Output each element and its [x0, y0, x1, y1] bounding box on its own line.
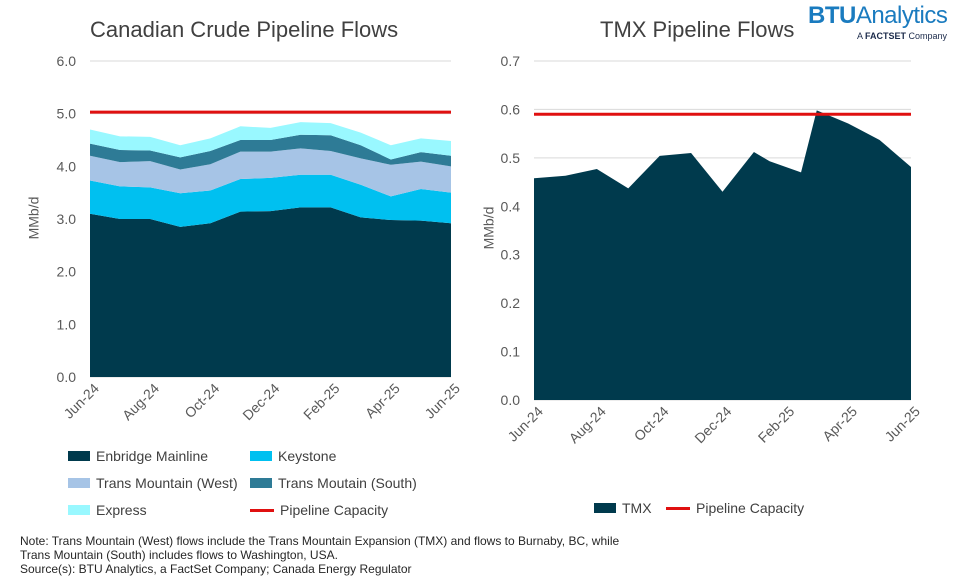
- area-series-tmx: [534, 110, 911, 400]
- right-y-tick-label: 0.2: [501, 295, 521, 311]
- right-x-tick-label: Aug-24: [566, 403, 609, 446]
- legend-item-tmx: TMX: [594, 500, 652, 516]
- legend-swatch-trans-mountain-south: [250, 478, 272, 488]
- left-y-tick-label: 3.0: [57, 211, 77, 227]
- legend-swatch-trans-mountain-west: [68, 478, 90, 488]
- area-series-enbridge-mainline: [90, 207, 451, 377]
- logo-tagline: A FACTSET Company: [857, 31, 947, 41]
- area-series-trans-moutain-south-: [90, 134, 451, 170]
- legend-label: Trans Mountain (West): [96, 475, 238, 491]
- legend-swatch-keystone: [250, 451, 272, 461]
- legend-label: TMX: [622, 500, 652, 516]
- left-y-tick-label: 5.0: [57, 106, 77, 122]
- legend-label: Trans Moutain (South): [278, 475, 417, 491]
- legend-item-pipeline-capacity-left: Pipeline Capacity: [250, 502, 388, 518]
- left-x-tick-label: Jun-24: [60, 380, 102, 422]
- left-x-tick-label: Apr-25: [362, 380, 403, 421]
- btu-analytics-logo: BTUAnalytics: [808, 2, 948, 30]
- legend-item-trans-mountain-south: Trans Moutain (South): [250, 475, 417, 491]
- legend-item-enbridge: Enbridge Mainline: [68, 448, 208, 464]
- right-y-tick-label: 0.0: [501, 392, 521, 408]
- left-y-tick-label: 4.0: [57, 158, 77, 174]
- right-x-tick-label: Dec-24: [691, 403, 734, 446]
- tagline-bold: FACTSET: [865, 31, 907, 41]
- left-y-axis-label: MMb/d: [25, 196, 42, 240]
- left-x-tick-label: Oct-24: [181, 380, 222, 421]
- tagline-suffix: Company: [906, 31, 948, 41]
- tagline-prefix: A: [857, 31, 866, 41]
- right-x-tick-label: Feb-25: [755, 403, 798, 446]
- right-y-tick-label: 0.7: [501, 53, 521, 69]
- legend-item-pipeline-capacity-right: Pipeline Capacity: [666, 500, 804, 516]
- area-series-express: [90, 122, 451, 160]
- left-y-tick-label: 2.0: [57, 264, 77, 280]
- right-x-tick-label: Jun-25: [881, 403, 923, 445]
- logo-bold-text: BTU: [808, 2, 856, 29]
- legend-label: Express: [96, 502, 147, 518]
- legend-label: Enbridge Mainline: [96, 448, 209, 464]
- right-y-tick-label: 0.4: [501, 198, 521, 214]
- right-x-tick-label: Jun-24: [504, 403, 546, 445]
- left-y-tick-label: 6.0: [57, 53, 77, 69]
- left-y-tick-label: 1.0: [57, 316, 77, 332]
- area-series-keystone: [90, 174, 451, 227]
- left-x-tick-label: Jun-25: [421, 380, 463, 422]
- legend-swatch-express: [68, 505, 90, 515]
- legend-item-express: Express: [68, 502, 147, 518]
- legend-label: Pipeline Capacity: [696, 500, 805, 516]
- logo-light-text: Analytics: [855, 2, 948, 29]
- left-x-tick-label: Aug-24: [119, 380, 162, 423]
- right-y-tick-label: 0.1: [501, 344, 521, 360]
- legend-item-trans-mountain-west: Trans Mountain (West): [68, 475, 238, 491]
- left-x-tick-label: Feb-25: [300, 380, 343, 423]
- right-y-tick-label: 0.5: [501, 150, 521, 166]
- right-y-tick-label: 0.6: [501, 101, 521, 117]
- legend-item-keystone: Keystone: [250, 448, 336, 464]
- legend-swatch-tmx: [594, 503, 616, 513]
- legend-label: Keystone: [278, 448, 337, 464]
- area-series-trans-mountain-west-: [90, 148, 451, 197]
- right-x-tick-label: Apr-25: [819, 403, 860, 444]
- legend-swatch-enbridge: [68, 451, 90, 461]
- legend-label: Pipeline Capacity: [280, 502, 389, 518]
- legend-line-capacity: [666, 506, 690, 510]
- right-y-axis-label: MMb/d: [480, 206, 497, 250]
- footnote: Note: Trans Mountain (West) flows includ…: [20, 534, 620, 576]
- legend-line-capacity: [250, 508, 274, 512]
- right-y-tick-label: 0.3: [501, 247, 521, 263]
- left-x-tick-label: Dec-24: [239, 380, 282, 423]
- right-chart-title: TMX Pipeline Flows: [600, 17, 795, 42]
- left-y-tick-label: 0.0: [57, 369, 77, 385]
- left-chart-title: Canadian Crude Pipeline Flows: [90, 17, 399, 42]
- right-x-tick-label: Oct-24: [631, 403, 672, 444]
